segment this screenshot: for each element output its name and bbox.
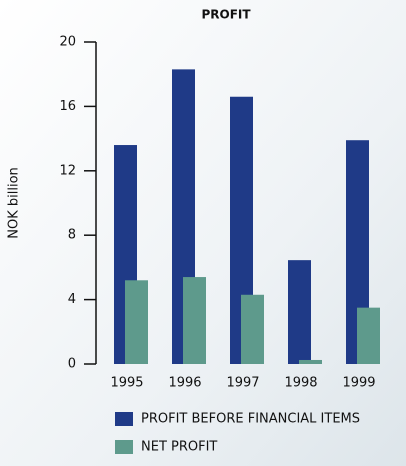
legend-swatch (115, 440, 133, 454)
bar (125, 280, 148, 364)
bar (241, 294, 264, 364)
legend-label: PROFIT BEFORE FINANCIAL ITEMS (141, 412, 360, 427)
y-tick-label: 16 (59, 99, 76, 114)
legend-swatch (115, 412, 133, 426)
x-tick-label: 1999 (342, 376, 375, 391)
y-axis-label: NOK billion (7, 167, 22, 239)
y-tick-label: 20 (59, 35, 76, 50)
bar (183, 277, 206, 364)
y-tick-label: 4 (68, 292, 76, 307)
x-tick-label: 1998 (284, 376, 317, 391)
bar (288, 260, 311, 364)
legend-label: NET PROFIT (141, 440, 217, 455)
y-tick-label: 12 (59, 163, 76, 178)
y-tick-label: 8 (68, 228, 76, 243)
chart-title: PROFIT (201, 8, 251, 22)
x-tick-label: 1996 (168, 376, 201, 391)
bar (357, 307, 380, 364)
x-tick-label: 1997 (226, 376, 259, 391)
x-tick-label: 1995 (110, 376, 143, 391)
y-tick-label: 0 (68, 357, 76, 372)
bar (299, 359, 322, 364)
